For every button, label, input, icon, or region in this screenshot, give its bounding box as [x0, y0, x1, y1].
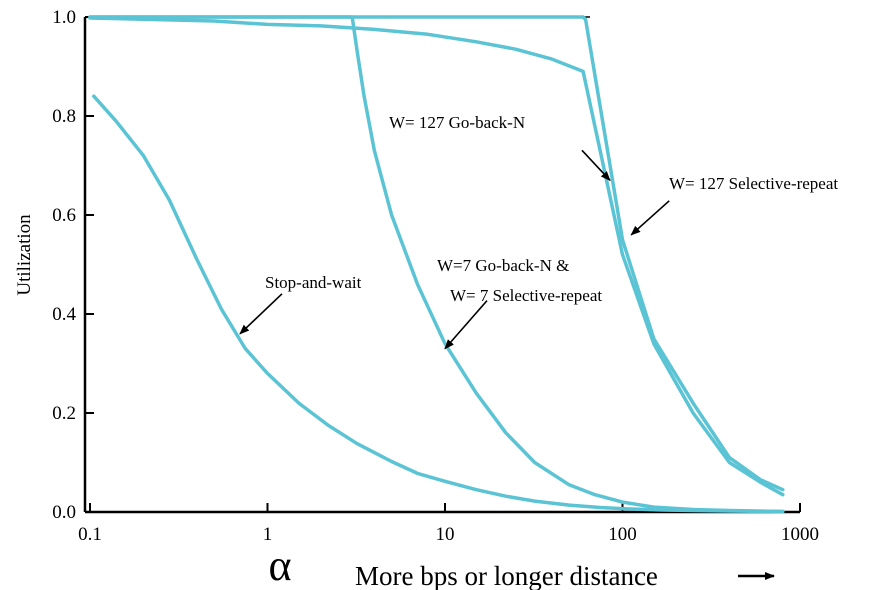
y-axis-title: Utilization: [14, 214, 35, 296]
annotation-w7-go-back-n: W=7 Go-back-N &: [437, 256, 569, 275]
y-tick-label: 0.0: [52, 502, 76, 523]
series-line: [88, 15, 785, 492]
x-axis-symbol: α: [268, 541, 291, 590]
x-tick-label: 100: [608, 524, 637, 545]
x-tick-label: 10: [436, 524, 455, 545]
series-line: [88, 16, 785, 497]
annotation-arrow: [630, 200, 670, 236]
annotation-stop-and-wait: Stop-and-wait: [265, 273, 362, 292]
annotation-w7-selective-repeat: W= 7 Selective-repeat: [450, 286, 602, 305]
y-tick-label: 0.2: [52, 403, 76, 424]
series-line: [92, 94, 785, 514]
x-tick-label: 0.1: [78, 524, 102, 545]
x-tick-label: 1000: [781, 524, 819, 545]
y-tick-label: 0.6: [52, 205, 76, 226]
annotation-arrows: [239, 149, 670, 350]
annotation-arrow: [239, 293, 283, 335]
annotation-w127-selective-repeat: W= 127 Selective-repeat: [669, 174, 838, 193]
y-tick-label: 1.0: [52, 7, 76, 28]
y-tick-label: 0.4: [52, 304, 76, 325]
annotation-arrow: [444, 300, 488, 350]
annotation-w127-go-back-n: W= 127 Go-back-N: [389, 113, 525, 132]
annotation-arrow: [581, 149, 611, 182]
series-lines: [88, 15, 785, 514]
axis-ticks: 0.1 1 10 100 1000 0.0 0.2 0.4 0.6 0.8 1.0: [52, 7, 819, 545]
y-tick-label: 0.8: [52, 106, 76, 127]
x-axis-title: More bps or longer distance: [355, 561, 658, 590]
series-line: [88, 15, 785, 514]
x-tick-label: 1: [263, 524, 273, 545]
